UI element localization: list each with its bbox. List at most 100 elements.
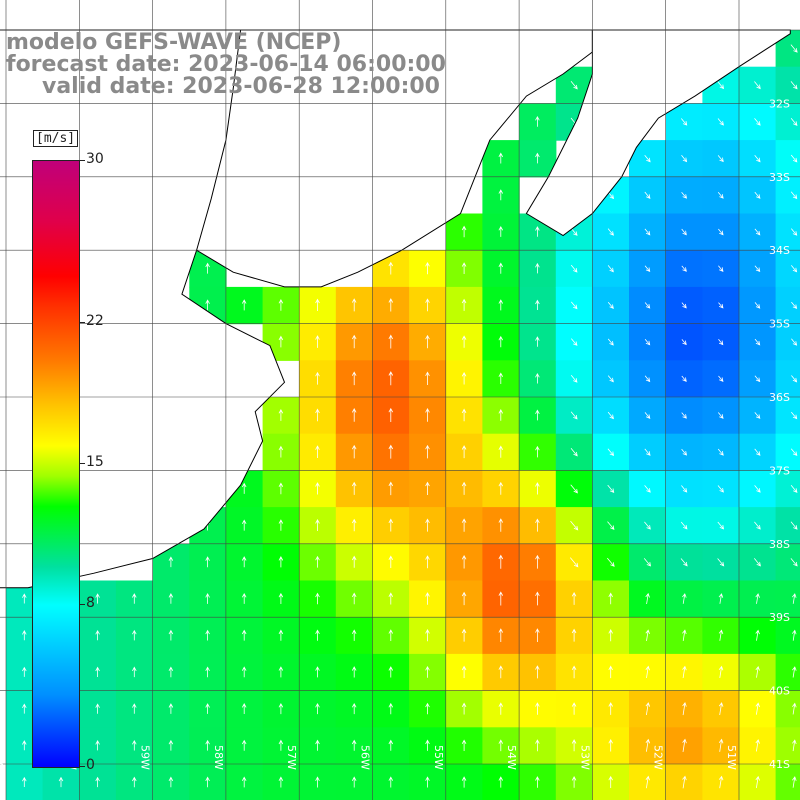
wind-arrow <box>681 412 687 419</box>
wind-arrow <box>461 408 467 422</box>
wind-arrow <box>570 338 578 346</box>
wind-arrow <box>278 335 284 348</box>
wind-arrow <box>498 335 504 348</box>
colorbar-tick-mark <box>79 604 85 606</box>
lat-label: 32S <box>769 97 790 110</box>
wind-arrow <box>168 666 174 678</box>
wind-arrow <box>425 408 430 422</box>
wind-arrow <box>351 629 357 641</box>
lat-label: 37S <box>769 464 790 477</box>
wind-arrow <box>498 372 504 384</box>
wind-arrow <box>388 481 394 496</box>
wind-arrow <box>388 629 394 641</box>
wind-arrow <box>792 739 797 752</box>
wind-arrow <box>498 702 504 715</box>
wind-arrow <box>535 372 540 384</box>
wind-arrow <box>535 482 540 495</box>
wind-arrow <box>278 702 284 715</box>
wind-arrow <box>645 738 651 752</box>
wind-arrow <box>645 629 650 641</box>
colorbar <box>32 160 80 768</box>
lat-label: 41S <box>769 758 790 771</box>
wind-arrow <box>755 593 760 604</box>
wind-arrow <box>425 776 430 788</box>
wind-arrow <box>607 265 614 273</box>
wind-arrow <box>241 776 247 788</box>
wind-arrow <box>792 776 797 788</box>
wind-arrow <box>571 702 577 715</box>
colorbar-tick-mark <box>79 321 85 323</box>
wind-arrow <box>278 519 284 531</box>
lat-label: 40S <box>769 685 790 698</box>
lat-label: 34S <box>769 244 790 257</box>
lon-label: 57W <box>285 745 298 770</box>
wind-arrow <box>388 261 394 275</box>
wind-arrow <box>717 155 724 163</box>
wind-arrow <box>95 776 100 788</box>
wind-arrow <box>278 666 284 678</box>
wind-arrow <box>241 703 247 714</box>
wind-arrow <box>205 666 210 678</box>
wind-arrow <box>461 298 467 311</box>
wind-arrow <box>388 555 394 568</box>
wind-arrow <box>498 445 504 458</box>
wind-arrow <box>315 371 320 385</box>
wind-arrow <box>644 448 651 456</box>
lat-label: 35S <box>769 318 790 331</box>
wind-arrow <box>132 666 137 678</box>
wind-arrow <box>608 665 613 679</box>
wind-arrow <box>241 482 247 494</box>
wind-arrow <box>681 339 687 346</box>
wind-arrow <box>645 665 650 679</box>
wind-arrow <box>535 628 540 642</box>
wind-arrow <box>571 776 577 788</box>
wind-arrow <box>425 702 430 715</box>
wind-arrow <box>388 776 394 788</box>
wind-arrow <box>790 484 798 493</box>
wind-arrow <box>754 521 761 530</box>
wind-arrow <box>644 375 651 383</box>
wind-arrow <box>644 412 651 419</box>
wind-arrow <box>461 335 467 348</box>
wind-arrow <box>205 629 210 641</box>
wind-arrow <box>792 702 797 715</box>
wind-arrow <box>132 776 137 788</box>
wind-arrow <box>22 666 27 677</box>
wind-arrow <box>754 448 761 456</box>
wind-arrow <box>571 628 577 642</box>
wind-arrow <box>425 261 430 275</box>
wind-arrow <box>22 703 27 714</box>
wind-cell <box>775 690 800 728</box>
wind-arrow <box>535 226 540 237</box>
wind-arrow <box>569 557 579 568</box>
wind-arrow <box>278 298 284 311</box>
wind-arrow <box>388 298 394 312</box>
wind-arrow <box>388 592 394 605</box>
wind-arrow <box>351 444 357 459</box>
wind-cell <box>702 617 740 655</box>
wind-arrow <box>607 338 614 346</box>
wind-arrow <box>205 776 210 788</box>
wind-arrow <box>58 776 64 788</box>
wind-arrow <box>461 739 467 751</box>
wind-arrow <box>682 701 687 716</box>
wind-arrow <box>205 556 210 568</box>
wind-arrow <box>535 299 540 310</box>
wind-arrow <box>278 629 284 641</box>
wind-arrow <box>241 519 247 531</box>
colorbar-unit: [m/s] <box>33 130 79 147</box>
wind-arrow <box>754 81 761 90</box>
wind-arrow <box>754 191 761 199</box>
colorbar-tick-mark <box>79 463 85 464</box>
wind-arrow <box>607 521 615 530</box>
wind-arrow <box>681 375 687 382</box>
wind-arrow <box>644 191 651 199</box>
wind-arrow <box>351 481 357 495</box>
lon-label: 54W <box>505 745 518 770</box>
valid-date: valid date: 2023-06-28 12:00:00 <box>42 74 440 99</box>
wind-arrow <box>315 408 320 422</box>
wind-arrow <box>425 481 430 495</box>
wind-arrow <box>681 191 688 199</box>
